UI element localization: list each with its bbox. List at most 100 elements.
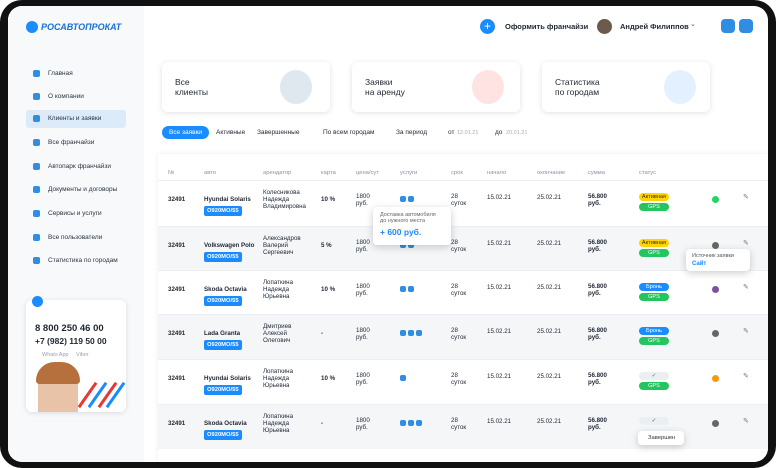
contact-icon[interactable] [712,242,719,249]
service-icon[interactable] [408,286,414,292]
contact-icon[interactable] [712,375,719,382]
menu-item[interactable]: Сервисы и услуги [26,205,126,223]
menu-item[interactable]: О компании [26,88,126,106]
summary-card[interactable]: Все клиенты [162,62,330,112]
user-name[interactable]: Андрей Филиппов [620,22,689,31]
status-badge[interactable]: Бронь [639,283,669,292]
status-badge[interactable]: Бронь [639,327,669,336]
service-icon[interactable] [400,330,406,336]
brand[interactable]: РОСАВТОПРОКАТ [41,22,122,32]
to-date[interactable]: 20.01.21 [506,130,528,136]
menu-icon [33,115,40,122]
filter-tab[interactable]: Активные [216,129,246,136]
term: 28 суток [451,417,467,432]
summary-card[interactable]: Заявки на аренду [352,62,520,112]
table-row[interactable] [158,270,768,315]
whatsapp-link[interactable]: Whats App [42,352,69,358]
status-badge[interactable]: Активная [639,239,669,248]
service-icon[interactable] [416,420,422,426]
contact-icon[interactable] [712,196,719,203]
price: 1800 руб. [356,327,370,342]
end-date: 25.02.21 [537,240,562,247]
gps-badge[interactable]: GPS [639,293,669,302]
gps-badge[interactable]: GPS [639,337,669,346]
period-select[interactable]: За период [396,129,427,136]
gps-badge[interactable]: GPS [639,382,669,391]
sum: 56.800 руб. [588,193,607,208]
edit-button[interactable]: ✎ [743,240,749,247]
service-tooltip-title: Доставка автомобиля до нужного места [380,212,436,225]
franchise-button[interactable]: Оформить франчайзи [505,22,589,31]
service-icon[interactable] [400,242,406,248]
contact-icon[interactable] [712,286,719,293]
from-date[interactable]: 12.01.21 [457,130,479,136]
instagram-button[interactable] [739,19,753,33]
service-icon[interactable] [400,420,406,426]
service-icon[interactable] [400,286,406,292]
add-button[interactable]: + [480,19,495,34]
term: 28 суток [451,193,467,208]
menu-item[interactable]: Клиенты и заявки [26,110,126,128]
sidebar: РОСАВТОПРОКАТ Главная О компании Клиенты и… [8,6,144,462]
card-discount: 10 % [321,196,336,203]
card-title: Статистика по городам [555,77,600,97]
vk-button[interactable] [721,19,735,33]
service-icon[interactable] [408,330,414,336]
filter-tab[interactable]: Завершенные [257,129,300,136]
menu-item[interactable]: Все пользователи [26,229,126,247]
source-tooltip-title: Источник заявки [692,253,734,259]
avatar [597,19,612,34]
menu-item[interactable]: Статистика по городам [26,252,126,270]
gps-badge[interactable]: GPS [639,203,669,212]
card-discount: 10 % [321,375,336,382]
service-icon[interactable] [416,330,422,336]
price: 1800 руб. [356,239,370,254]
card-discount: 10 % [321,286,336,293]
table-row[interactable] [158,314,768,359]
menu-icon [33,139,40,146]
service-icon[interactable] [408,420,414,426]
phone-second[interactable]: +7 (982) 119 50 00 [35,336,107,346]
table-row[interactable] [158,359,768,404]
contact-icon[interactable] [712,420,719,427]
service-icon[interactable] [408,196,414,202]
gps-badge[interactable]: GPS [639,249,669,258]
table-row[interactable] [158,180,768,225]
edit-button[interactable]: ✎ [743,284,749,291]
edit-button[interactable]: ✎ [743,418,749,425]
service-icon[interactable] [400,196,406,202]
service-icon[interactable] [400,375,406,381]
summary-card[interactable]: Статистика по городам [542,62,710,112]
edit-button[interactable]: ✎ [743,373,749,380]
status-badge[interactable]: Активная [639,193,669,202]
edit-button[interactable]: ✎ [743,194,749,201]
city-select[interactable]: По всем городам [323,129,375,136]
edit-button[interactable]: ✎ [743,328,749,335]
phone-main[interactable]: 8 800 250 46 00 [35,323,104,334]
term: 28 суток [451,372,467,387]
viber-link[interactable]: Viber [76,352,89,358]
car-model: Volkswagen Polo [204,242,255,249]
start-date: 15.02.21 [487,240,512,247]
sum: 56.800 руб. [588,239,607,254]
plate: O920MO/55 [204,430,242,440]
logo-icon [26,21,38,33]
menu-item[interactable]: Все франчайзи [26,134,126,152]
card-discount: - [321,420,324,427]
column-header: окончание [537,170,566,176]
service-icon[interactable] [408,242,414,248]
menu-item[interactable]: Документы и договоры [26,181,126,199]
to-label: до [495,129,503,136]
source-tooltip: Источник заявки Сайт [686,249,750,271]
status-check[interactable]: ✓ [639,372,669,380]
contact-icon[interactable] [712,330,719,337]
status-check[interactable]: ✓ [639,417,669,425]
tenant: Александров Валерий Сергеевич [263,235,301,257]
end-date: 25.02.21 [537,373,562,380]
menu-item[interactable]: Автопарк франчайзи [26,158,126,176]
table-row[interactable] [158,226,768,271]
end-date: 25.02.21 [537,284,562,291]
menu-item[interactable]: Главная [26,65,126,83]
user-menu-arrow[interactable]: ⌄ [690,21,696,28]
filter-tab[interactable]: Все заявки [162,126,210,140]
